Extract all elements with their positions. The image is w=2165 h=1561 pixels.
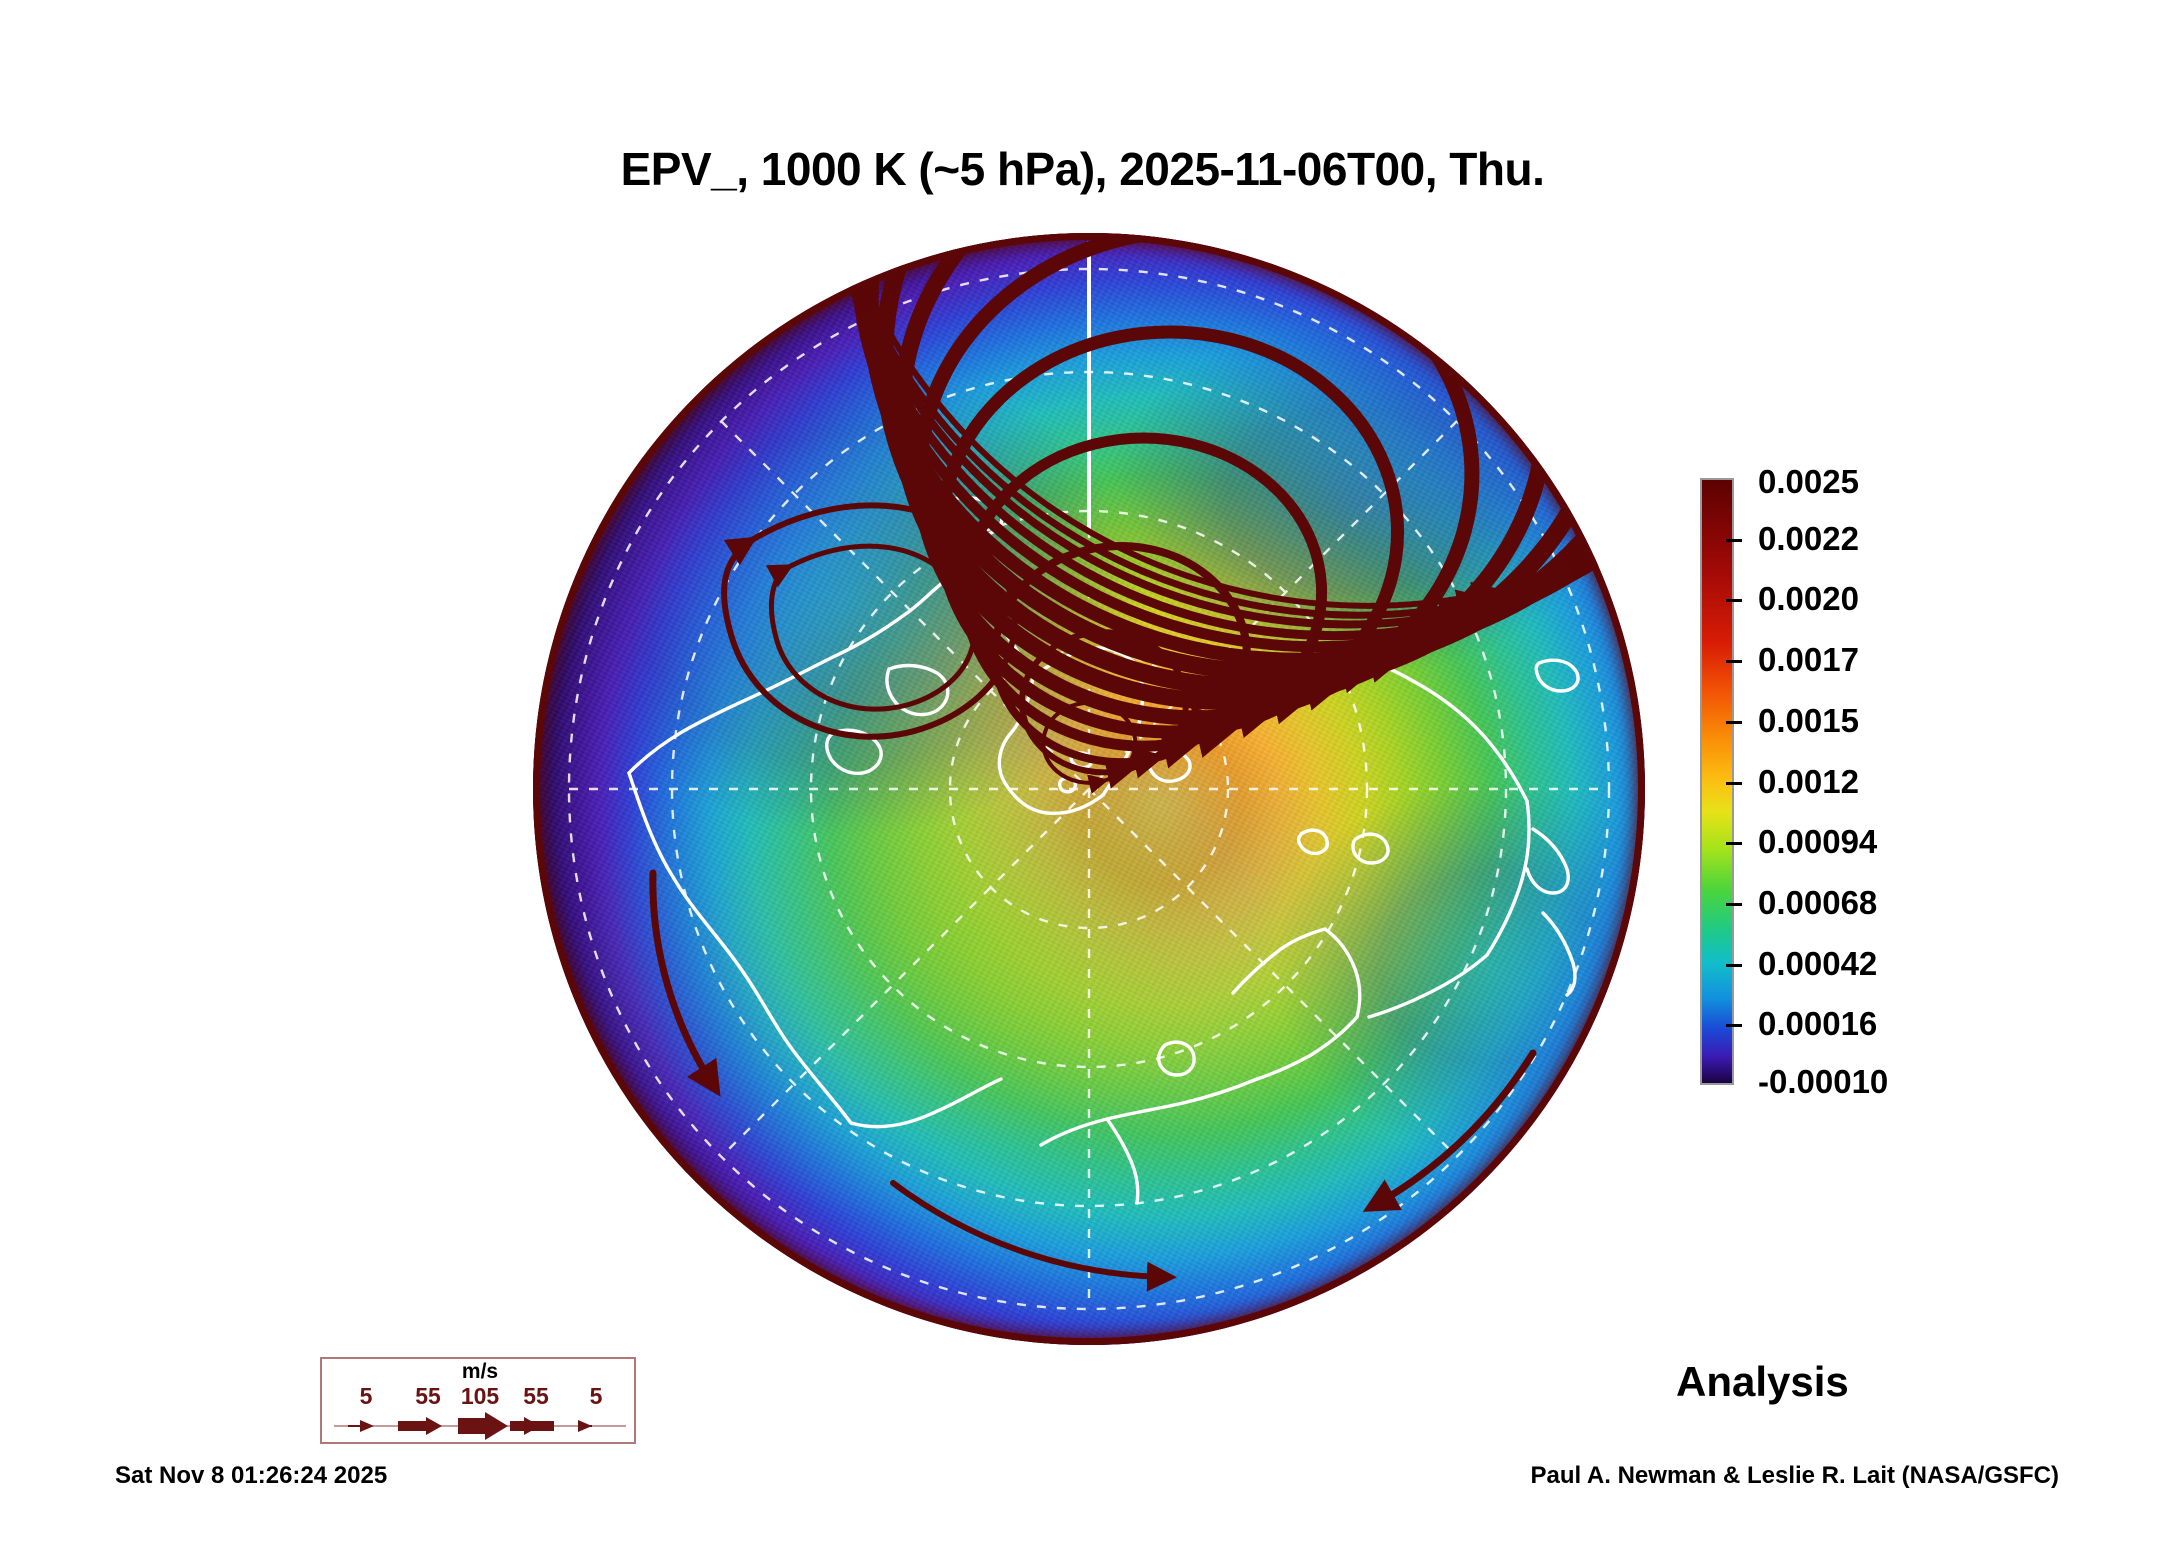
colorbar-label: 0.0025	[1758, 463, 1859, 500]
wind-arrow-5-left	[348, 1420, 374, 1432]
wind-arrow-105	[458, 1412, 508, 1440]
generation-timestamp: Sat Nov 8 01:26:24 2025	[115, 1462, 388, 1489]
colorbar-label: 0.00094	[1758, 823, 1878, 861]
wind-arrow-55-right	[510, 1417, 554, 1435]
colorbar-label: 0.0022	[1758, 519, 1859, 557]
colorbar-label: 0.00016	[1758, 1005, 1878, 1043]
wind-value: 55	[415, 1383, 441, 1409]
colorbar-tick	[1726, 781, 1742, 785]
colorbar-tick	[1726, 599, 1742, 603]
colorbar-label: 0.0020	[1758, 580, 1859, 618]
colorbar-tick	[1726, 720, 1742, 724]
wind-units-label: m/s	[461, 1360, 499, 1383]
colorbar-label: 0.0012	[1758, 762, 1859, 800]
colorbar-label: 0.0015	[1758, 701, 1859, 739]
wind-arrow-55-left	[398, 1417, 442, 1435]
colorbar-label: 0.00068	[1758, 883, 1878, 921]
colorbar-label: 0.0017	[1758, 641, 1859, 679]
wind-value: 5	[359, 1383, 373, 1409]
colorbar-tick	[1726, 842, 1742, 846]
author-credit: Paul A. Newman & Leslie R. Lait (NASA/GS…	[1530, 1462, 2059, 1489]
analysis-label: Analysis	[1676, 1358, 1849, 1405]
colorbar-tick	[1726, 902, 1742, 906]
colorbar-label: -0.00010	[1758, 1063, 1889, 1100]
wind-arrow-scale	[334, 1412, 626, 1440]
colorbar-tick	[1726, 963, 1742, 967]
colorbar-label: 0.00042	[1758, 944, 1878, 982]
page-title: EPV_, 1000 K (~5 hPa), 2025-11-06T00, Th…	[620, 143, 1545, 195]
polar-stereographic-map	[533, 233, 1645, 1345]
wind-value: 105	[460, 1383, 500, 1409]
colorbar-tick	[1726, 660, 1742, 664]
wind-value: 5	[589, 1383, 603, 1409]
map-border-circle	[533, 233, 1645, 1345]
wind-speed-legend: m/s 5 55 105 55 5	[320, 1357, 636, 1444]
colorbar: 0.0025 0.0022 0.0020 0.0017 0.0015 0.001…	[1700, 463, 2120, 1100]
wind-value: 55	[523, 1383, 549, 1409]
wind-arrow-5-right	[578, 1420, 592, 1432]
colorbar-tick	[1726, 1024, 1742, 1028]
colorbar-tick	[1726, 538, 1742, 542]
